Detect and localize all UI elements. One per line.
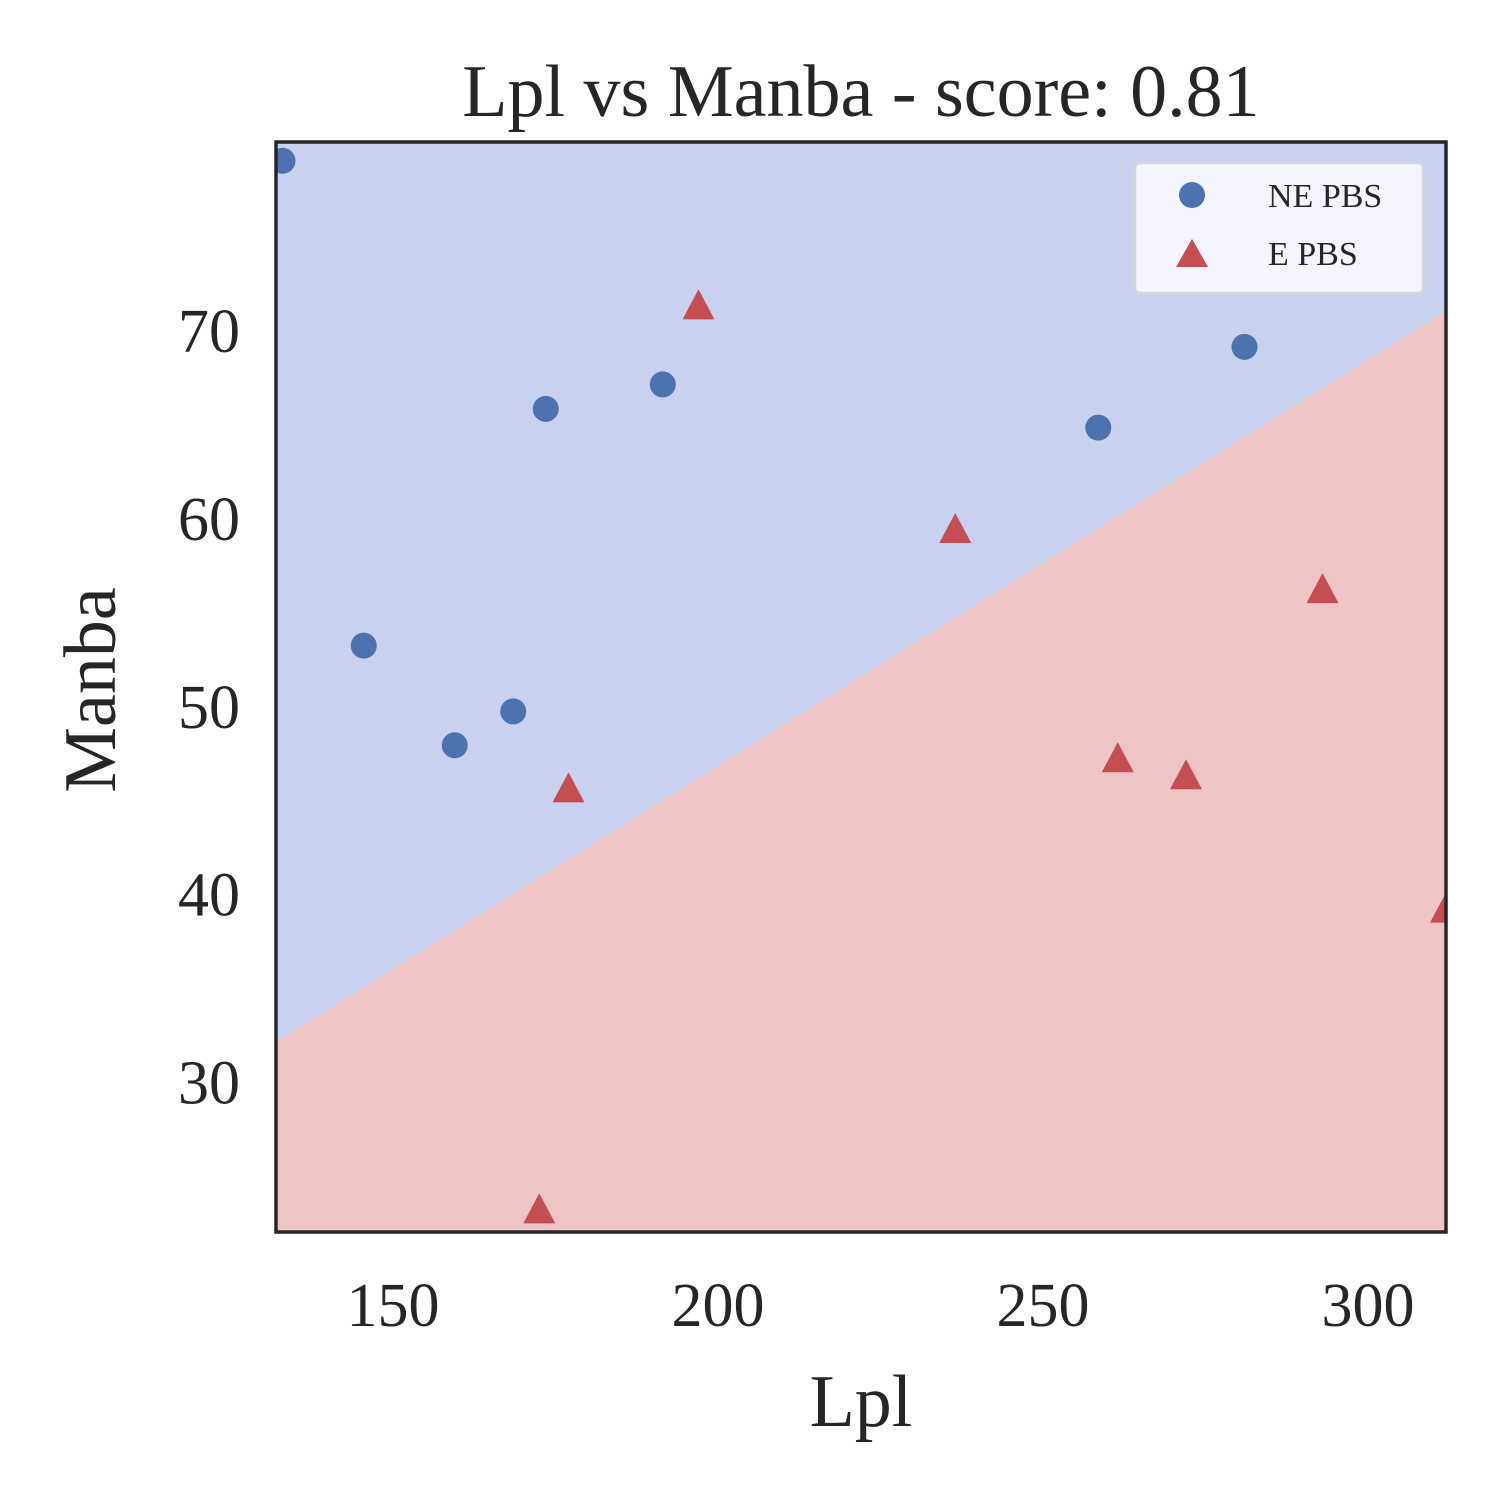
y-tick-label: 70 [178,298,240,366]
ne-pbs-point [1085,414,1112,441]
x-tick-label: 300 [1322,1272,1415,1340]
e-pbs-point [682,289,715,320]
ne-pbs-point [350,632,377,659]
ne-pbs-point [532,395,559,422]
chart-title: Lpl vs Manba - score: 0.81 [462,51,1259,133]
legend-label-e-pbs: E PBS [1268,236,1358,273]
y-tick-label: 40 [178,862,240,930]
legend-marker-ne-pbs [1179,182,1205,208]
x-axis-ticks: 150 200 250 300 [347,1272,1415,1340]
legend-label-ne-pbs: NE PBS [1268,178,1382,215]
ne-pbs-point [276,147,296,174]
decision-regions [276,142,1446,1232]
ne-pbs-point [500,698,527,725]
data-points [276,147,1446,1224]
legend-box [1133,161,1425,295]
y-tick-label: 60 [178,486,240,554]
ne-pbs-point [1231,333,1258,360]
e-pbs-point [1170,759,1202,790]
y-tick-label: 30 [178,1050,240,1118]
plot-frame [274,140,1448,1234]
e-pbs-point [1101,742,1134,773]
e-pbs-point [1306,573,1339,604]
region-e-pbs [276,311,1446,1232]
y-tick-label: 50 [178,674,240,742]
e-pbs-point [523,1193,556,1224]
e-pbs-point [1430,892,1446,923]
region-ne-pbs [276,142,1446,1043]
legend: NE PBS E PBS [1133,161,1425,295]
ne-pbs-point [441,732,468,759]
y-axis-label: Manba [50,587,132,793]
y-axis-ticks: 30 40 50 60 70 [178,298,240,1118]
ne-pbs-point [649,371,676,398]
e-pbs-point [552,772,585,803]
x-tick-label: 250 [997,1272,1090,1340]
legend-marker-e-pbs [1176,239,1208,267]
x-axis-label: Lpl [810,1361,913,1443]
x-tick-label: 150 [347,1272,440,1340]
x-tick-label: 200 [672,1272,765,1340]
e-pbs-point [939,513,972,544]
